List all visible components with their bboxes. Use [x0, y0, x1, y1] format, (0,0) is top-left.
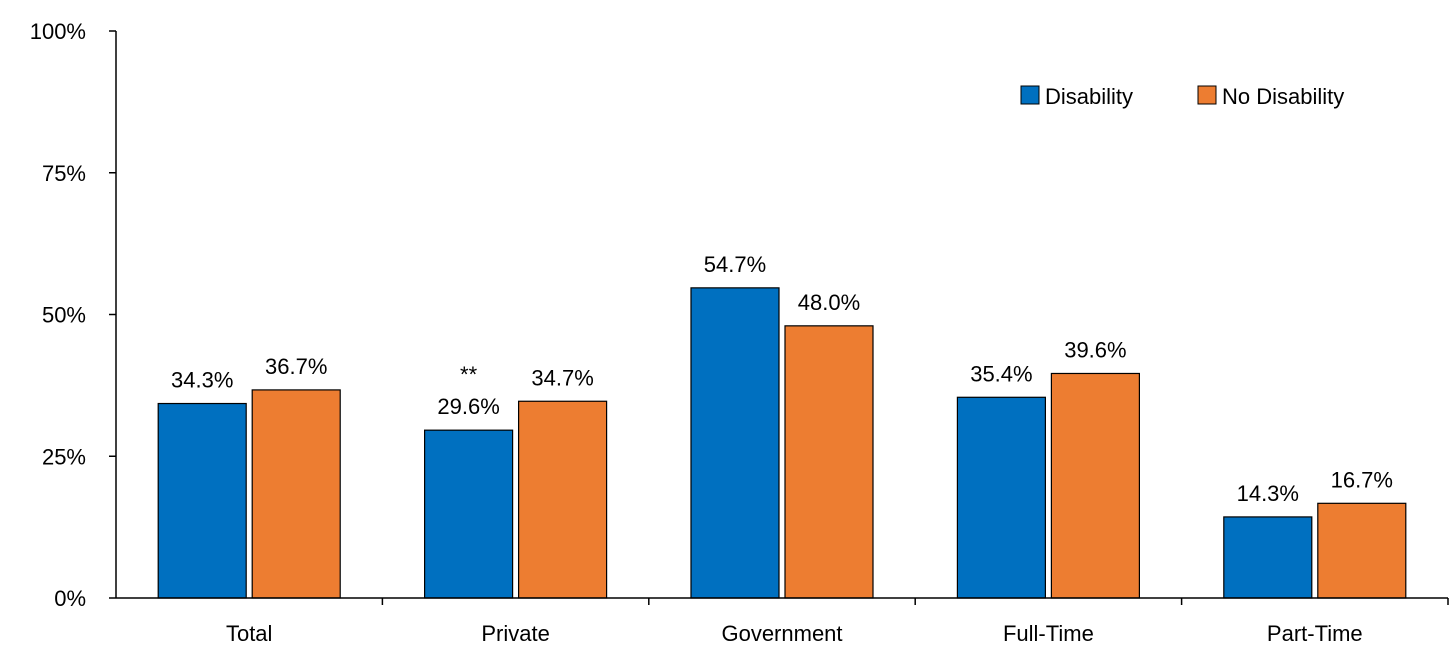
data-label-no-disability: 34.7%: [531, 365, 593, 390]
bar-disability: [956, 396, 1047, 599]
y-tick-label: 50%: [42, 303, 86, 328]
data-label-disability: 35.4%: [970, 361, 1032, 386]
data-label-disability: 29.6%: [437, 394, 499, 419]
data-label-disability: 54.7%: [704, 252, 766, 277]
data-label-no-disability: 39.6%: [1064, 337, 1126, 362]
data-label-disability: 34.3%: [171, 368, 233, 393]
x-category-label: Part-Time: [1267, 621, 1363, 646]
legend-label-no-disability: No Disability: [1222, 84, 1344, 109]
significance-annotation: **: [460, 362, 478, 387]
bars: [157, 287, 1407, 599]
legend-swatch-disability: [1020, 85, 1040, 105]
bar-disability: [1223, 516, 1313, 599]
bar-no-disability: [517, 400, 608, 599]
y-tick-label: 75%: [42, 161, 86, 186]
bar-disability: [157, 402, 247, 599]
y-axis-ticks: 0% 25% 50% 75% 100%: [30, 19, 116, 611]
x-axis-categories: Total Private Government Full-Time Part-Time: [226, 598, 1449, 646]
y-tick-label: 100%: [30, 19, 86, 44]
legend-swatch-no-disability: [1197, 85, 1217, 105]
bar-no-disability: [1317, 502, 1407, 599]
bar-disability: [424, 429, 514, 599]
bar-no-disability: [784, 325, 874, 599]
y-tick-label: 25%: [42, 444, 86, 469]
data-label-no-disability: 16.7%: [1331, 467, 1393, 492]
data-label-disability: 14.3%: [1237, 481, 1299, 506]
x-category-label: Private: [481, 621, 549, 646]
bar-no-disability: [251, 389, 341, 599]
bar-no-disability: [1050, 372, 1141, 599]
data-labels: 34.3% 36.7% 29.6% ** 34.7% 54.7% 48.0% 35.4% 39.…: [171, 252, 1393, 506]
y-tick-label: 0%: [54, 586, 86, 611]
data-label-no-disability: 36.7%: [265, 354, 327, 379]
legend-label-disability: Disability: [1045, 84, 1133, 109]
legend: Disability No Disability: [1020, 84, 1344, 109]
data-label-no-disability: 48.0%: [798, 290, 860, 315]
x-category-label: Full-Time: [1003, 621, 1094, 646]
bar-disability: [690, 287, 780, 599]
x-category-label: Government: [721, 621, 842, 646]
x-category-label: Total: [226, 621, 272, 646]
